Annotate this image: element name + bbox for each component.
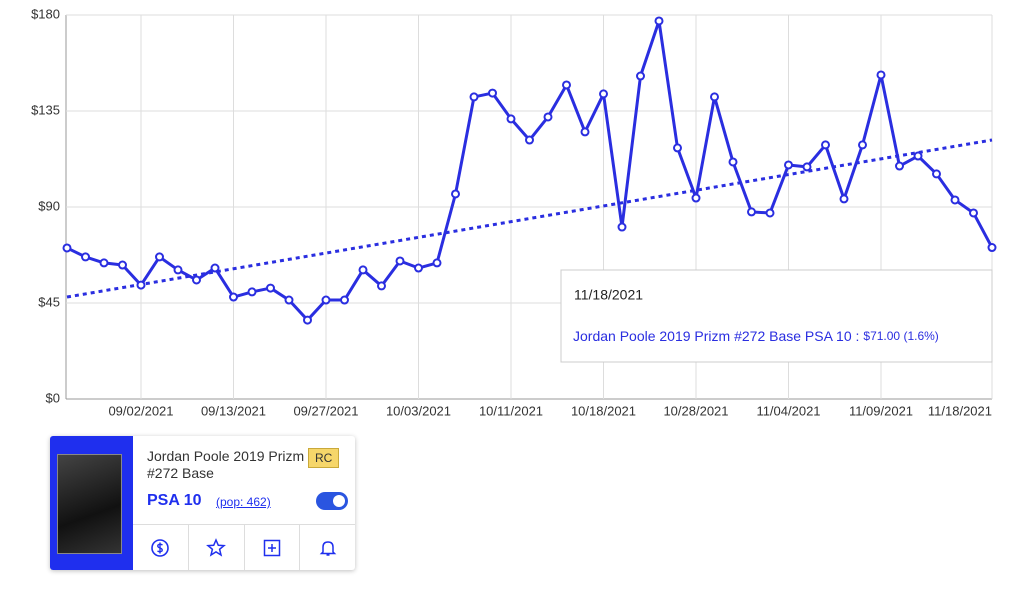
data-point — [488, 88, 497, 98]
tooltip-date: 11/18/2021 — [574, 287, 643, 303]
data-point — [765, 208, 775, 218]
data-point — [802, 162, 812, 172]
add-button[interactable] — [245, 525, 301, 570]
data-point — [728, 157, 738, 167]
data-point — [136, 280, 146, 290]
x-tick-label: 10/28/2021 — [663, 403, 728, 418]
data-point — [691, 193, 701, 203]
x-tick-label: 11/18/2021 — [928, 403, 992, 418]
data-point — [377, 281, 386, 291]
x-tick-label: 09/27/2021 — [293, 403, 358, 418]
y-tick-label: $90 — [38, 198, 60, 213]
data-point — [358, 265, 368, 275]
data-point — [81, 252, 90, 262]
data-point — [395, 256, 405, 266]
card-side — [50, 436, 133, 570]
icon — [263, 539, 281, 557]
data-point — [210, 263, 220, 273]
y-tick-label: $135 — [31, 102, 60, 117]
icon — [319, 541, 336, 556]
star-button[interactable] — [189, 525, 245, 570]
tooltip — [560, 269, 993, 363]
data-point — [303, 315, 312, 325]
data-point — [247, 287, 257, 297]
data-point — [525, 135, 534, 145]
data-point — [543, 112, 553, 122]
data-point — [118, 260, 127, 270]
x-tick-label: 10/03/2021 — [386, 403, 451, 418]
tooltip-value: $71.00 (1.6%) — [863, 329, 938, 343]
data-point — [987, 243, 997, 253]
data-point — [839, 194, 849, 204]
data-point — [913, 151, 923, 161]
y-tick-label: $45 — [38, 294, 60, 309]
card: Jordan Poole 2019 Prizm #272 Base RC PSA… — [50, 436, 355, 570]
data-point — [710, 92, 719, 102]
data-point — [229, 292, 238, 302]
data-point — [858, 140, 867, 150]
data-point — [617, 222, 627, 232]
data-point — [562, 80, 571, 90]
card-title: Jordan Poole 2019 Prizm #272 Base — [147, 448, 305, 481]
data-point — [321, 295, 331, 305]
price-button[interactable] — [133, 525, 189, 570]
data-point — [747, 207, 756, 217]
x-tick-label: 11/09/2021 — [849, 403, 913, 418]
x-tick-label: 11/04/2021 — [756, 403, 820, 418]
data-point — [284, 295, 294, 305]
data-point — [876, 70, 886, 80]
data-point — [99, 258, 109, 268]
data-point — [895, 161, 904, 171]
data-point — [636, 71, 645, 81]
x-tick-label: 09/13/2021 — [201, 403, 266, 418]
chart: $0 $45 $90 $135 $180 09/02/2021 09/13/2021 09/2… — [31, 6, 997, 418]
data-point — [414, 263, 423, 273]
population-link[interactable]: (pop: 462) — [216, 495, 271, 509]
alert-button[interactable] — [300, 525, 355, 570]
data-point — [821, 140, 830, 150]
tooltip-entry: Jordan Poole 2019 Prizm #272 Base PSA 10… — [573, 328, 939, 344]
data-point — [469, 92, 479, 102]
data-point — [654, 16, 664, 26]
data-point — [432, 258, 442, 268]
data-point — [62, 243, 72, 253]
icon — [206, 538, 227, 557]
data-point — [932, 169, 941, 179]
icon — [151, 539, 170, 557]
data-point — [192, 275, 201, 285]
x-tick-label: 10/11/2021 — [479, 403, 543, 418]
data-point — [580, 127, 590, 137]
y-tick-label: $0 — [46, 390, 60, 405]
data-point — [969, 208, 978, 218]
rc-badge: RC — [308, 448, 340, 468]
data-point — [266, 283, 275, 293]
tooltip-series: Jordan Poole 2019 Prizm #272 Base PSA 10… — [573, 328, 859, 344]
data-point — [673, 143, 682, 153]
x-tick-label: 10/18/2021 — [571, 403, 636, 418]
data-point — [340, 295, 349, 305]
grade: PSA 10 — [147, 492, 202, 509]
card-image — [57, 454, 122, 554]
y-tick-label: $180 — [31, 6, 60, 21]
x-tick-label: 09/02/2021 — [108, 403, 173, 418]
data-point — [451, 189, 460, 199]
toggle[interactable] — [316, 492, 348, 510]
data-point — [599, 89, 608, 99]
data-point — [506, 114, 516, 124]
data-point — [173, 265, 183, 275]
action-bar — [133, 524, 355, 570]
data-point — [950, 195, 960, 205]
data-point — [784, 160, 793, 170]
data-point — [155, 252, 164, 262]
